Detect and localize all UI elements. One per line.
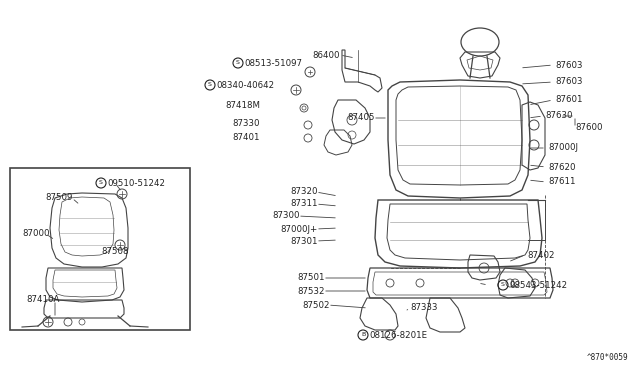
Text: 87502: 87502: [303, 301, 330, 310]
Text: B: B: [361, 333, 365, 337]
Text: S: S: [99, 180, 103, 186]
Text: 87402: 87402: [527, 250, 554, 260]
Text: 87620: 87620: [548, 163, 575, 171]
Text: 87501: 87501: [298, 273, 325, 282]
Text: 09510-51242: 09510-51242: [107, 179, 165, 187]
Text: 08543-51242: 08543-51242: [509, 280, 567, 289]
Text: 87000J: 87000J: [548, 144, 578, 153]
Text: 87509: 87509: [45, 193, 72, 202]
Text: S: S: [501, 282, 505, 288]
Text: 87532: 87532: [298, 286, 325, 295]
Text: 87330: 87330: [232, 119, 259, 128]
Text: S: S: [236, 61, 240, 65]
Text: 87508: 87508: [101, 247, 129, 257]
Text: 87603: 87603: [555, 61, 582, 70]
Text: 08513-51097: 08513-51097: [244, 58, 302, 67]
Text: 87405: 87405: [348, 113, 375, 122]
Text: 86400: 86400: [312, 51, 340, 60]
Text: 87630: 87630: [545, 112, 573, 121]
Bar: [10, 168, 190, 330]
Text: 87603: 87603: [555, 77, 582, 87]
Text: 08126-8201E: 08126-8201E: [369, 330, 427, 340]
Text: 87600: 87600: [575, 124, 602, 132]
Text: 87410A: 87410A: [26, 295, 60, 305]
Text: 87301: 87301: [291, 237, 318, 246]
Text: 87000J+: 87000J+: [281, 224, 318, 234]
Text: 87418M: 87418M: [225, 100, 260, 109]
Text: S: S: [208, 83, 212, 87]
Text: 87601: 87601: [555, 96, 582, 105]
Text: 87611: 87611: [548, 177, 575, 186]
Text: 87333: 87333: [410, 304, 438, 312]
Text: 87401: 87401: [232, 132, 259, 141]
Text: 08340-40642: 08340-40642: [216, 80, 274, 90]
Text: 87311: 87311: [291, 199, 318, 208]
Text: ^870*0059: ^870*0059: [586, 353, 628, 362]
Text: 87000: 87000: [22, 230, 49, 238]
Text: 87320: 87320: [291, 187, 318, 196]
Text: 87300: 87300: [273, 212, 300, 221]
